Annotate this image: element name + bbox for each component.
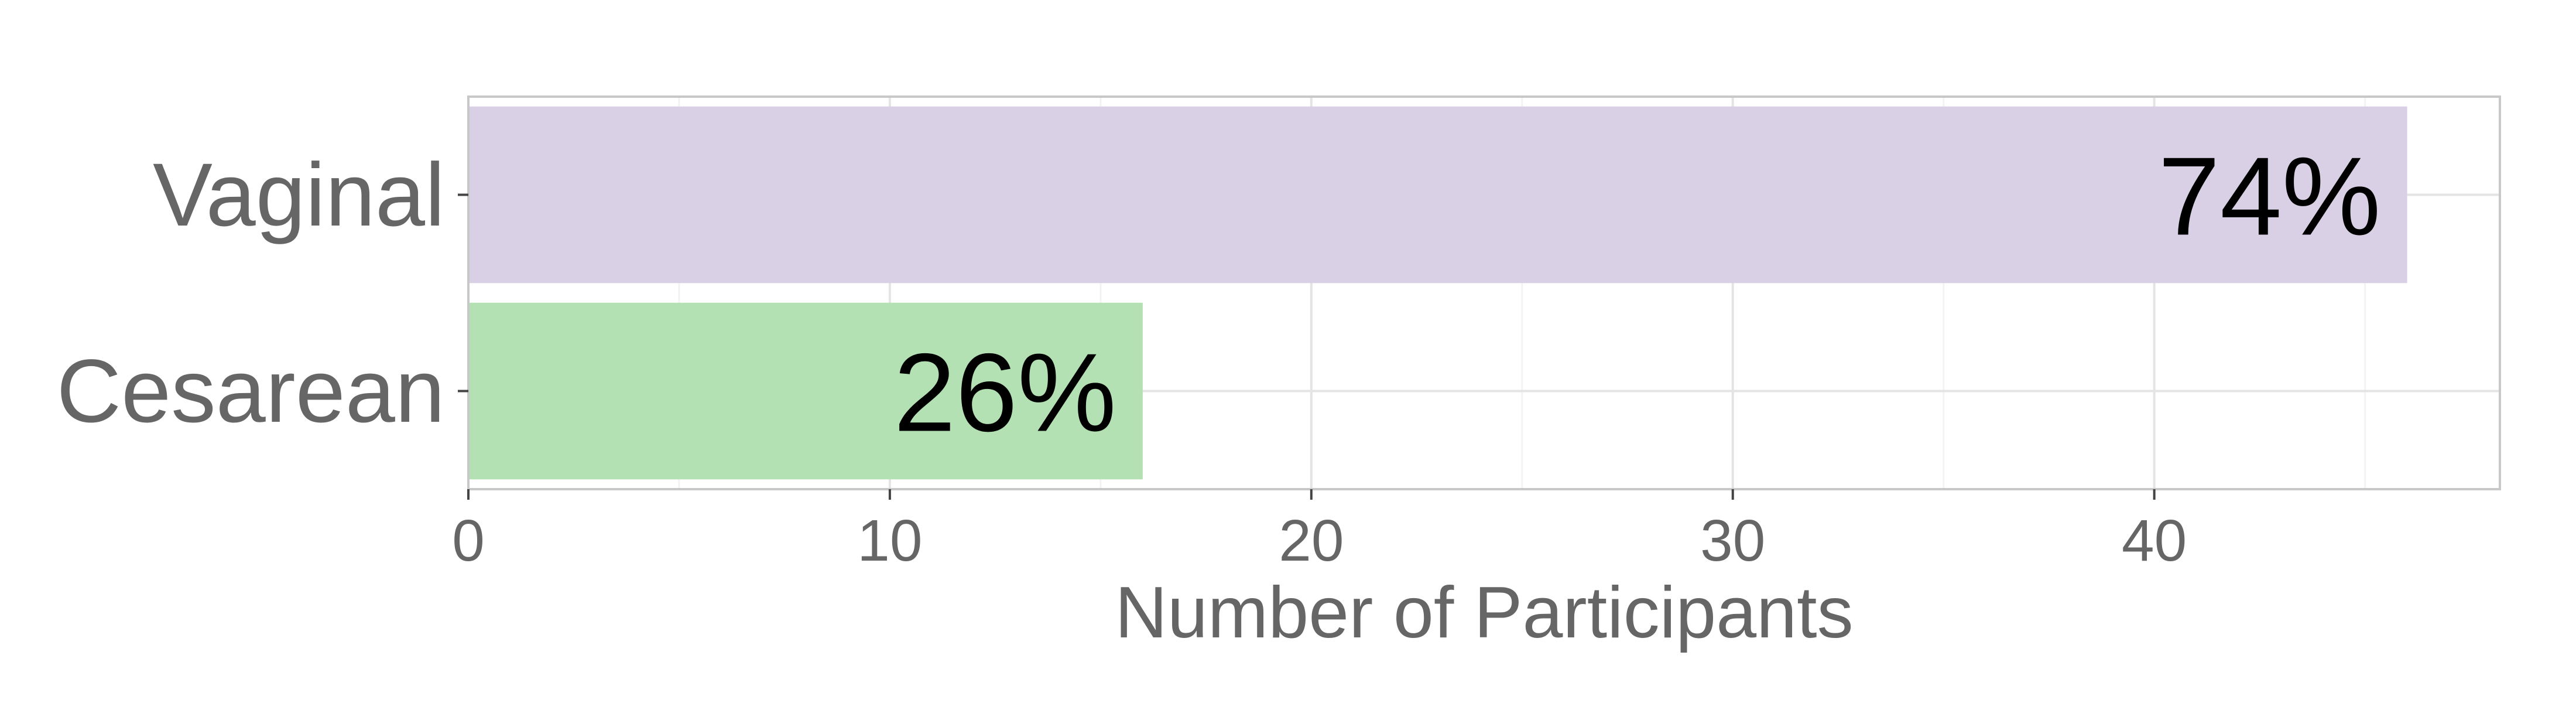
bar-value-label: 26% bbox=[894, 331, 1116, 455]
y-tick-label: Vaginal bbox=[153, 145, 445, 245]
bar-cesarean bbox=[468, 302, 1143, 480]
x-axis-title: Number of Participants bbox=[1115, 572, 1853, 653]
x-tick-label: 30 bbox=[1700, 508, 1765, 574]
x-tick-label: 0 bbox=[452, 508, 485, 574]
x-axis: 0 10 20 30 40 bbox=[452, 489, 2187, 574]
y-tick-label: Cesarean bbox=[57, 341, 445, 441]
x-tick-label: 40 bbox=[2122, 508, 2187, 574]
bar-vaginal bbox=[468, 106, 2407, 284]
bars bbox=[468, 106, 2407, 480]
x-tick-label: 10 bbox=[857, 508, 922, 574]
bar-value-label: 74% bbox=[2158, 135, 2380, 259]
x-tick-label: 20 bbox=[1279, 508, 1344, 574]
panel-border bbox=[467, 95, 2501, 490]
bar-labels: 74% 26% bbox=[894, 135, 2381, 455]
y-axis: Vaginal Cesarean bbox=[57, 145, 468, 441]
